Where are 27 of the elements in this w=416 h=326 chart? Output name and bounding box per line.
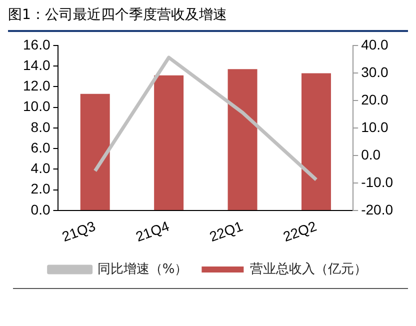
y2-tick-label: 10.0 <box>361 118 389 135</box>
x-tick-label: 21Q4 <box>134 218 172 245</box>
legend-label: 营业总收入（亿元） <box>250 262 368 277</box>
y-tick-label: 6.0 <box>30 139 50 156</box>
y-tick-label: 0.0 <box>30 201 50 218</box>
y2-tick-label: 20.0 <box>361 91 389 108</box>
x-tick-label: 22Q1 <box>207 218 246 245</box>
y2-tick-label: -10.0 <box>361 174 394 190</box>
y-tick-label: 8.0 <box>30 118 50 135</box>
bar <box>301 73 331 210</box>
bar <box>228 69 258 210</box>
y2-tick-label: 30.0 <box>361 64 389 80</box>
chart-title: 图1：公司最近四个季度营收及增速 <box>8 6 227 24</box>
x-tick-label: 21Q3 <box>60 218 98 245</box>
y2-tick-label: -20.0 <box>361 201 394 218</box>
y-tick-label: 10.0 <box>23 98 50 114</box>
y-tick-label: 12.0 <box>23 78 50 94</box>
y-tick-label: 14.0 <box>23 56 50 73</box>
legend-label: 同比增速（%） <box>97 262 188 277</box>
y2-tick-label: 0.0 <box>361 146 381 162</box>
y-tick-label: 4.0 <box>30 160 50 176</box>
bar <box>154 75 184 210</box>
x-tick-label: 22Q2 <box>280 218 319 245</box>
y2-tick-label: 40.0 <box>361 36 389 52</box>
y-tick-label: 2.0 <box>30 180 50 197</box>
y-tick-label: 16.0 <box>23 36 50 52</box>
bar <box>80 94 110 210</box>
